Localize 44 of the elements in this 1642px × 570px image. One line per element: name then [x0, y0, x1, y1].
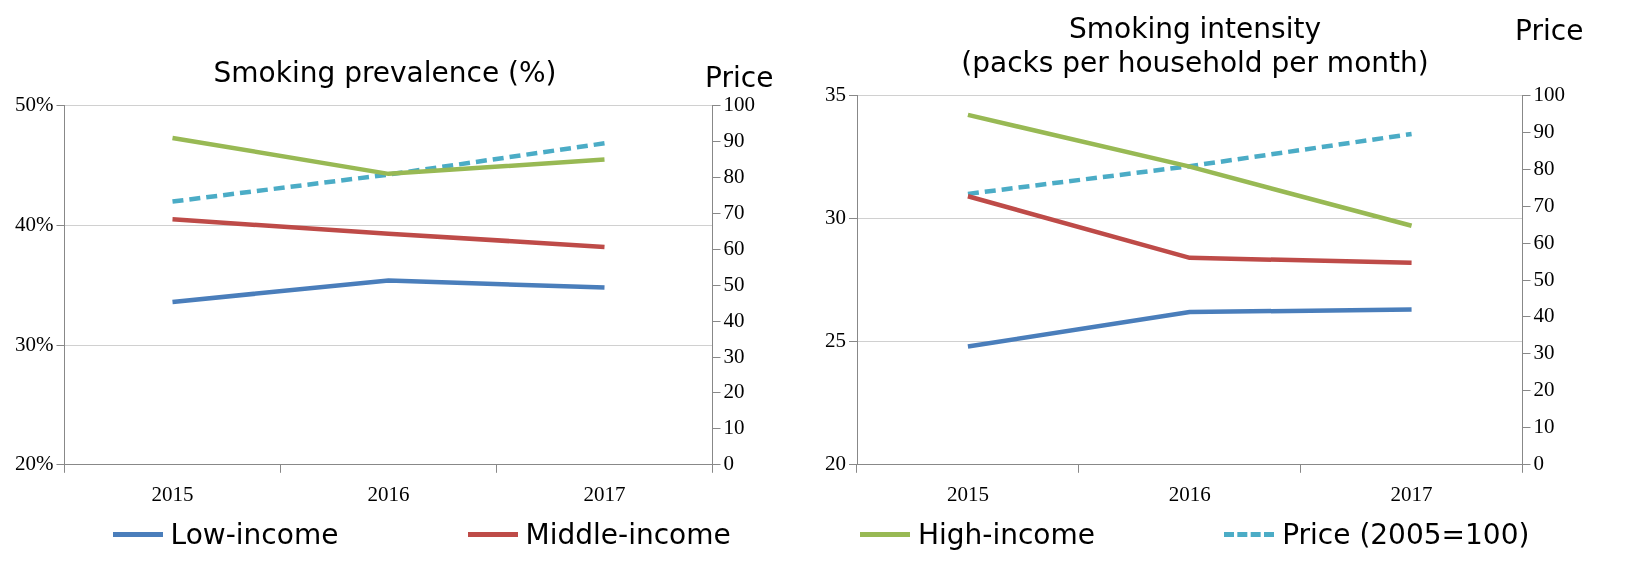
legend-label: Low-income	[170, 518, 339, 551]
y2-tick-label: 60	[723, 235, 745, 260]
x-tick-label: 2016	[367, 481, 410, 506]
chart-title: Smoking intensity (packs per household per month)	[961, 12, 1429, 79]
y-tick-label: 40%	[14, 211, 54, 236]
legend-label: Middle-income	[525, 518, 731, 551]
y-tick-label: 20	[825, 451, 846, 476]
legend-label: Price (2005=100)	[1282, 518, 1530, 551]
y2-tick-label: 0	[723, 451, 734, 476]
y2-axis-title: Price	[1515, 14, 1584, 48]
y2-tick-label: 80	[1533, 155, 1555, 180]
y2-tick-label: 0	[1533, 451, 1544, 476]
y2-tick-label: 70	[723, 199, 745, 224]
y2-tick-label: 30	[1533, 340, 1555, 365]
y2-tick-label: 50	[723, 271, 745, 296]
y-tick-label: 30	[825, 204, 846, 229]
y2-tick-label: 20	[1533, 377, 1555, 402]
y2-tick-label: 90	[723, 128, 745, 153]
y2-tick-label: 60	[1533, 229, 1555, 254]
y-tick-label: 25	[825, 328, 846, 353]
y-tick-label: 35	[825, 81, 846, 106]
x-tick-label: 2016	[1168, 481, 1211, 506]
y2-tick-label: 40	[723, 307, 745, 332]
y-tick-label: 30%	[14, 331, 54, 356]
y2-tick-label: 80	[723, 163, 745, 188]
x-tick-label: 2015	[151, 481, 194, 506]
y-tick-label: 20%	[14, 451, 54, 476]
y2-tick-label: 90	[1533, 118, 1555, 143]
y-tick-label: 50%	[14, 92, 54, 117]
y2-tick-label: 100	[723, 92, 755, 117]
y2-tick-label: 100	[1533, 81, 1565, 106]
legend-label: High-income	[917, 518, 1095, 551]
x-tick-label: 2017	[1390, 481, 1433, 506]
x-tick-label: 2017	[583, 481, 626, 506]
y2-axis-title: Price	[705, 60, 774, 94]
y2-tick-label: 20	[723, 379, 745, 404]
y2-tick-label: 10	[1533, 414, 1555, 439]
y2-tick-label: 70	[1533, 192, 1555, 217]
y2-tick-label: 40	[1533, 303, 1555, 328]
y2-tick-label: 50	[1533, 266, 1555, 291]
x-tick-label: 2015	[946, 481, 989, 506]
y2-tick-label: 10	[723, 415, 745, 440]
y2-tick-label: 30	[723, 343, 745, 368]
chart-title: Smoking prevalence (%)	[213, 56, 557, 90]
